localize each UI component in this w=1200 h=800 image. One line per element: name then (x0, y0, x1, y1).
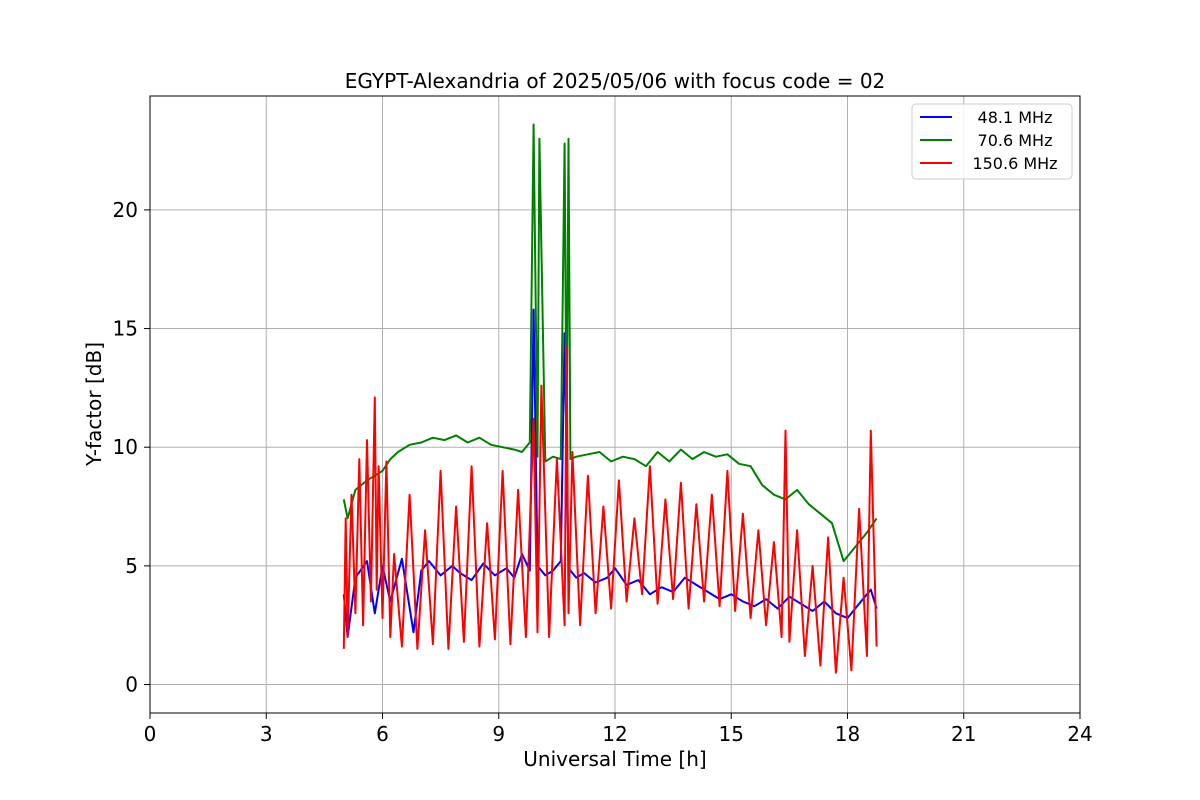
x-axis-label: Universal Time [h] (523, 747, 706, 771)
chart-title: EGYPT-Alexandria of 2025/05/06 with focu… (345, 69, 886, 93)
legend-label-150-6: 150.6 MHz (972, 154, 1057, 173)
x-tick-label: 0 (144, 722, 157, 746)
series-line-150-6-mhz (342, 346, 878, 674)
x-tick-label: 12 (602, 722, 627, 746)
x-tick-label: 21 (951, 722, 976, 746)
legend-label-70-6: 70.6 MHz (978, 131, 1053, 150)
x-tick-label: 6 (376, 722, 389, 746)
x-tick-label: 24 (1067, 722, 1092, 746)
legend: 48.1 MHz 70.6 MHz 150.6 MHz (911, 103, 1073, 180)
y-axis-label: Y-factor [dB] (82, 342, 106, 467)
series-layer (342, 123, 878, 674)
tick-layer: 0 3 6 9 12 15 18 21 24 0 5 10 15 20 (113, 198, 1093, 746)
y-tick-label: 0 (125, 673, 138, 697)
y-tick-label: 10 (113, 435, 138, 459)
y-tick-label: 5 (125, 554, 138, 578)
series-line-70-6-mhz (342, 123, 878, 563)
legend-label-48-1: 48.1 MHz (978, 108, 1053, 127)
y-tick-label: 15 (113, 317, 138, 341)
y-tick-label: 20 (113, 198, 138, 222)
legend-box (911, 103, 1073, 180)
x-tick-label: 9 (492, 722, 505, 746)
x-tick-label: 3 (260, 722, 273, 746)
x-tick-label: 15 (719, 722, 744, 746)
x-tick-label: 18 (835, 722, 860, 746)
